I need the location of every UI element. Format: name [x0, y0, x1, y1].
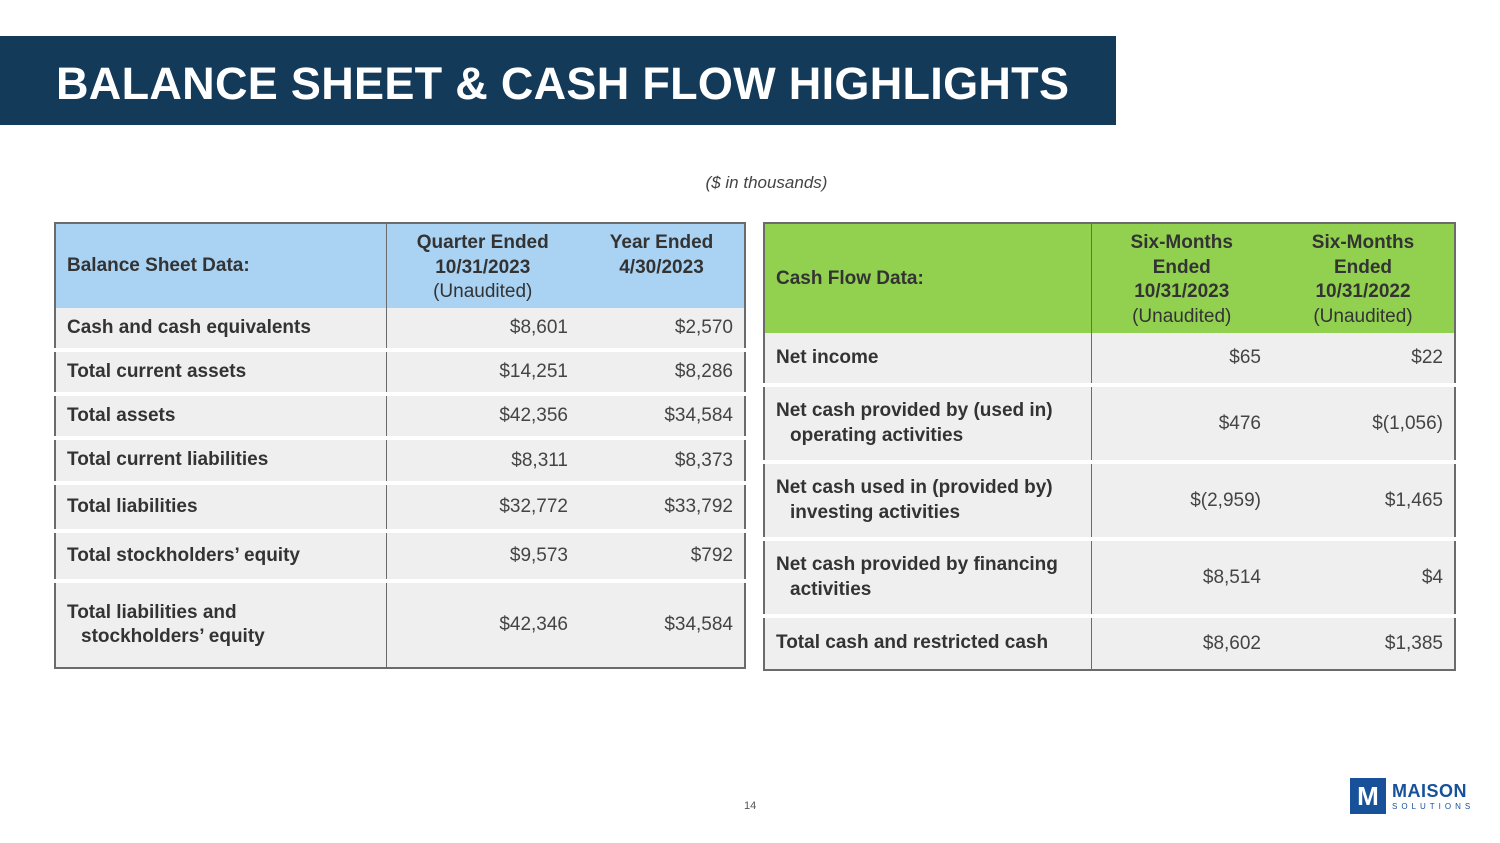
header-line: 10/31/2023 — [1134, 281, 1230, 302]
page-title: BALANCE SHEET & CASH FLOW HIGHLIGHTS — [56, 58, 1070, 109]
balance-sheet-header-label: Balance Sheet Data: — [55, 223, 387, 308]
company-logo: M MAISON SOLUTIONS — [1350, 778, 1480, 818]
balance-sheet-table: Balance Sheet Data: Quarter Ended 10/31/… — [54, 222, 746, 669]
table-row: Total current assets $14,251 $8,286 — [55, 348, 745, 394]
cash-flow-header-label: Cash Flow Data: — [764, 223, 1092, 333]
cash-flow-table: Cash Flow Data: Six-Months Ended 10/31/2… — [763, 222, 1456, 671]
balance-sheet-col-year: Year Ended 4/30/2023 — [579, 223, 745, 308]
table-row: Net cash provided by (used in) operating… — [764, 383, 1455, 462]
row-label: Net income — [764, 333, 1092, 385]
logo-tagline: SOLUTIONS — [1392, 802, 1475, 811]
row-value: $1,385 — [1272, 614, 1455, 670]
header-line: Six-Months — [1311, 232, 1415, 253]
row-value: $42,356 — [386, 392, 579, 438]
header-line: (Unaudited) — [1313, 305, 1413, 327]
row-label-line: Net cash provided by financing — [776, 554, 1058, 575]
cash-flow-col-2023: Six-Months Ended 10/31/2023 (Unaudited) — [1091, 223, 1272, 333]
row-value: $22 — [1272, 333, 1455, 385]
header-line: Ended — [1333, 256, 1393, 278]
row-label: Net cash provided by (used in) operating… — [764, 383, 1092, 462]
table-row: Net income $65 $22 — [764, 333, 1455, 385]
header-line: Year Ended — [609, 232, 714, 253]
row-value: $32,772 — [386, 481, 579, 531]
row-value: $33,792 — [579, 481, 745, 531]
balance-sheet-col-quarter: Quarter Ended 10/31/2023 (Unaudited) — [386, 223, 579, 308]
table-row: Total assets $42,356 $34,584 — [55, 392, 745, 438]
row-value: $8,286 — [579, 348, 745, 394]
row-label-line: Net cash provided by (used in) — [776, 400, 1053, 421]
row-value: $(2,959) — [1091, 460, 1272, 539]
row-label: Total liabilities — [55, 481, 387, 531]
row-value: $792 — [579, 529, 745, 581]
row-value: $34,584 — [579, 392, 745, 438]
logo-name: MAISON — [1392, 781, 1467, 801]
row-value: $42,346 — [386, 579, 579, 668]
row-value: $(1,056) — [1272, 383, 1455, 462]
table-row: Total cash and restricted cash $8,602 $1… — [764, 614, 1455, 670]
header-line: 10/31/2022 — [1315, 281, 1411, 302]
row-label-line: investing activities — [790, 501, 961, 523]
table-row: Net cash used in (provided by) investing… — [764, 460, 1455, 539]
row-value: $65 — [1091, 333, 1272, 385]
table-row: Total stockholders’ equity $9,573 $792 — [55, 529, 745, 581]
row-value: $8,601 — [386, 308, 579, 350]
row-label: Net cash used in (provided by) investing… — [764, 460, 1092, 539]
row-label: Total stockholders’ equity — [55, 529, 387, 581]
row-value: $8,311 — [386, 436, 579, 483]
row-value: $14,251 — [386, 348, 579, 394]
cash-flow-header: Cash Flow Data: Six-Months Ended 10/31/2… — [764, 223, 1455, 333]
row-label-line: stockholders’ equity — [81, 626, 265, 647]
row-label: Total current assets — [55, 348, 387, 394]
header-line: Quarter Ended — [416, 232, 549, 253]
cash-flow-col-2022: Six-Months Ended 10/31/2022 (Unaudited) — [1272, 223, 1455, 333]
row-value: $1,465 — [1272, 460, 1455, 539]
table-row: Total liabilities and stockholders’ equi… — [55, 579, 745, 668]
header-line: 4/30/2023 — [619, 256, 704, 278]
header-line: 10/31/2023 — [435, 256, 531, 278]
row-label: Total current liabilities — [55, 436, 387, 483]
units-note: ($ in thousands) — [705, 173, 828, 192]
row-label-line: Net cash used in (provided by) — [776, 477, 1053, 498]
row-label-line: operating activities — [790, 424, 964, 446]
table-row: Total liabilities $32,772 $33,792 — [55, 481, 745, 531]
table-row: Cash and cash equivalents $8,601 $2,570 — [55, 308, 745, 350]
row-label-line: activities — [790, 578, 872, 600]
row-value: $476 — [1091, 383, 1272, 462]
row-label: Cash and cash equivalents — [55, 308, 387, 350]
row-value: $8,373 — [579, 436, 745, 483]
page-number: 14 — [744, 800, 757, 812]
row-label-line: Total liabilities and — [67, 601, 237, 623]
row-value: $34,584 — [579, 579, 745, 668]
row-value: $8,602 — [1091, 614, 1272, 670]
row-value: $2,570 — [579, 308, 745, 350]
header-line: Ended — [1152, 256, 1211, 278]
table-row: Net cash provided by financing activitie… — [764, 537, 1455, 616]
logo-mark: M — [1350, 778, 1386, 814]
title-bar: BALANCE SHEET & CASH FLOW HIGHLIGHTS — [0, 36, 1116, 125]
header-line: (Unaudited) — [1132, 305, 1232, 327]
row-label: Total cash and restricted cash — [764, 614, 1092, 670]
row-label: Total assets — [55, 392, 387, 438]
balance-sheet-header: Balance Sheet Data: Quarter Ended 10/31/… — [55, 223, 745, 308]
table-row: Total current liabilities $8,311 $8,373 — [55, 436, 745, 483]
header-line: Six-Months — [1130, 232, 1233, 253]
row-value: $8,514 — [1091, 537, 1272, 616]
row-value: $9,573 — [386, 529, 579, 581]
row-label: Total liabilities and stockholders’ equi… — [55, 579, 387, 668]
row-value: $4 — [1272, 537, 1455, 616]
row-label: Net cash provided by financing activitie… — [764, 537, 1092, 616]
header-line: (Unaudited) — [433, 281, 533, 302]
